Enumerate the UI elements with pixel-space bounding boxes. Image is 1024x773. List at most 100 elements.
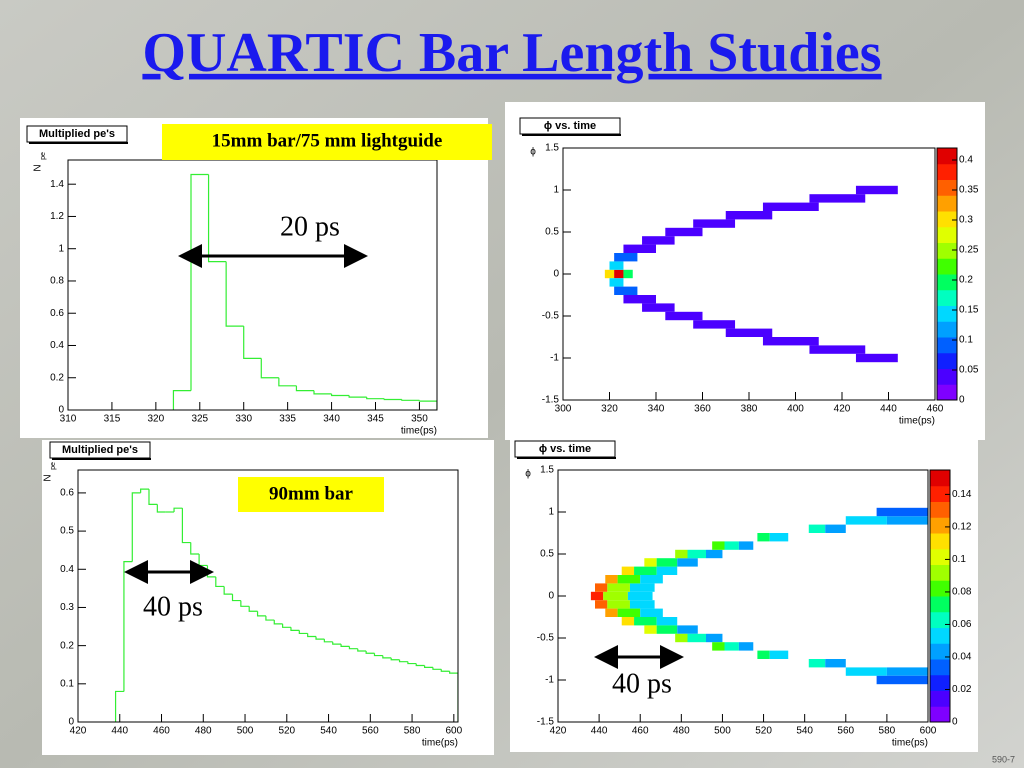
heatmap-cell xyxy=(769,533,789,542)
heatmap-cell xyxy=(886,516,928,525)
heatmap-cell xyxy=(876,507,928,517)
histogram-bin xyxy=(373,653,383,657)
histogram-bin xyxy=(265,615,275,621)
y-tick-label: -0.5 xyxy=(537,633,555,644)
y-tick-label: 0.6 xyxy=(50,308,64,319)
y-tick-label: 0.1 xyxy=(60,678,74,689)
x-tick-label: 560 xyxy=(362,726,379,737)
colorbar-swatch xyxy=(930,674,950,691)
y-tick-label: 0.2 xyxy=(50,372,64,383)
heatmap-cell xyxy=(656,558,678,567)
colorbar-swatch xyxy=(930,659,950,676)
histogram-bin xyxy=(190,542,200,555)
histogram-bin xyxy=(278,377,297,387)
heatmap-cell xyxy=(738,642,754,651)
histogram-bin xyxy=(383,398,402,401)
heatmap-cell xyxy=(762,202,819,211)
colorbar-frame xyxy=(929,469,951,723)
heatmap-cell xyxy=(607,583,630,592)
histogram-bin xyxy=(282,623,291,628)
histogram-bin xyxy=(418,400,437,410)
histogram-bin xyxy=(295,385,314,392)
z-tick-label: 0.2 xyxy=(959,275,973,286)
colorbar-swatch xyxy=(930,627,950,644)
heatmap-cell xyxy=(609,278,624,287)
histogram-bin xyxy=(231,594,241,602)
colorbar-swatch xyxy=(937,148,957,165)
heatmap-cell xyxy=(634,566,657,575)
histogram-bin xyxy=(330,393,350,397)
histogram-bin xyxy=(223,586,233,595)
colorbar-swatch xyxy=(930,548,950,565)
x-tick-label: 580 xyxy=(404,726,421,737)
annotation: 40 ps xyxy=(612,668,672,699)
histogram-bin xyxy=(332,641,342,645)
histogram-bin xyxy=(313,390,332,395)
colorbar-swatch xyxy=(937,289,957,306)
y-axis-label-sub: pe xyxy=(50,462,57,470)
z-tick-label: 0.05 xyxy=(959,365,979,376)
y-tick-label: 0.5 xyxy=(60,526,74,537)
colorbar-swatch xyxy=(930,564,950,581)
x-tick-label: 325 xyxy=(191,414,208,425)
colorbar-swatch xyxy=(937,211,957,228)
z-tick-label: 0.02 xyxy=(952,684,972,695)
x-tick-label: 350 xyxy=(411,414,428,425)
x-tick-label: 420 xyxy=(70,726,87,737)
z-tick-label: 0.35 xyxy=(959,185,979,196)
y-tick-label: 0 xyxy=(58,405,64,416)
heatmap-cell xyxy=(677,558,698,567)
x-tick-label: 310 xyxy=(60,414,77,425)
y-tick-label: 0 xyxy=(68,717,74,728)
heatmap-cell xyxy=(757,533,770,542)
histogram-bin xyxy=(449,671,458,722)
annotation-box xyxy=(162,124,492,160)
heatmap-cell xyxy=(876,675,928,685)
histogram-bin xyxy=(348,395,367,398)
plot-title: Multiplied pe's xyxy=(62,444,138,456)
x-tick-label: 600 xyxy=(445,726,462,737)
z-tick-label: 0.1 xyxy=(952,554,966,565)
y-axis-label: N xyxy=(43,474,54,481)
heatmap-cell xyxy=(825,659,846,668)
x-tick-label: 500 xyxy=(237,726,254,737)
heatmap-cell xyxy=(642,303,675,312)
heatmap-cell xyxy=(724,541,739,550)
heatmap-cell xyxy=(656,617,678,626)
colorbar-swatch xyxy=(937,352,957,369)
heatmap-cell xyxy=(809,345,866,354)
histogram-bin xyxy=(415,663,425,667)
heatmap-cell xyxy=(629,600,655,609)
heatmap-cell xyxy=(656,625,678,634)
y-tick-label: 0.5 xyxy=(545,227,559,238)
heatmap-cell xyxy=(825,524,846,533)
histogram-bin xyxy=(440,669,450,672)
heatmap-cell xyxy=(644,558,657,567)
x-tick-label: 320 xyxy=(148,414,165,425)
heatmap-cell xyxy=(845,667,887,676)
panel xyxy=(20,118,488,438)
y-tick-label: 0.3 xyxy=(60,602,74,613)
plots: 310 315 320 325 330 335 340 345 350 0 0.2 0.4 0.6 0.8… xyxy=(26,117,979,749)
y-tick-label: -1 xyxy=(545,675,554,686)
plot-frame xyxy=(77,469,459,723)
x-tick-label: 335 xyxy=(279,414,296,425)
heatmap-cell xyxy=(665,227,703,237)
histogram-bin xyxy=(131,492,141,562)
x-tick-label: 460 xyxy=(153,726,170,737)
heatmap-cell xyxy=(614,269,624,279)
heatmap-cell xyxy=(603,591,628,601)
x-tick-label: 540 xyxy=(796,726,813,737)
annotation: 20 ps xyxy=(280,211,340,242)
y-axis-label: ϕ xyxy=(530,147,536,158)
x-axis-label: time(ps) xyxy=(401,426,437,437)
histogram-bin xyxy=(390,657,400,661)
histogram-bin xyxy=(348,646,358,650)
z-tick-label: 0 xyxy=(959,395,965,406)
histogram-bin xyxy=(365,650,375,654)
heatmap-cell xyxy=(687,633,706,643)
heatmap-cell xyxy=(605,575,618,584)
histogram-bin xyxy=(340,644,350,647)
heatmap-cell xyxy=(665,311,703,321)
z-tick-label: 0.14 xyxy=(952,489,972,500)
